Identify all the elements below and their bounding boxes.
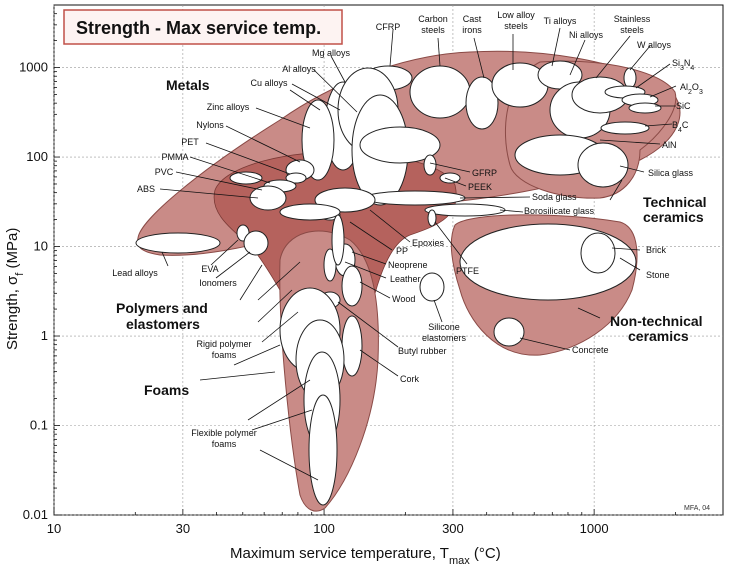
material-label: Carbon steels [418,14,448,35]
material-label: PP [396,246,408,256]
y-axis-title: Strength, σf (MPa) [4,228,26,350]
x-tick-label: 1000 [580,521,609,536]
x-tick-label: 10 [47,521,61,536]
family-label-polymers-2: elastomers [126,316,200,332]
material-label: Neoprene [388,260,428,270]
bubble-cork [342,316,362,376]
material-label: SiC [676,101,691,111]
material-label: PET [181,137,199,147]
bubble-silicone [420,273,444,301]
bubble-polymer-cluster [280,204,340,220]
x-tick-label: 100 [313,521,335,536]
material-label: Butyl rubber [398,346,447,356]
credit-text: MFA, 04 [684,505,710,512]
material-label: Soda glass [532,192,577,202]
y-tick-label: 1000 [19,60,48,75]
bubble-wood-2 [332,215,344,265]
material-label: PTFE [456,266,479,276]
bubble-lead-alloys [136,233,220,253]
material-label: Wood [392,294,415,304]
x-tick-label: 300 [442,521,464,536]
family-label-nontech-2: ceramics [628,328,689,344]
material-label: Mg alloys [312,48,351,58]
material-label: PEEK [468,182,492,192]
material-label: Ti alloys [544,16,577,26]
material-label: Nylons [196,120,224,130]
material-label: ABS [137,184,155,194]
material-label: Brick [646,245,666,255]
bubble-b4c [601,122,649,134]
material-label: PVC [155,167,174,177]
bubble-borosilicate-glass [425,204,505,216]
x-axis-title: Maximum service temperature, Tmax (°C) [230,545,501,566]
bubble-wood [342,266,362,306]
family-label-foams: Foams [144,382,189,398]
bubble-brick [581,233,615,273]
chart-title: Strength - Max service temp. [76,18,321,38]
bubble-peek [440,173,460,183]
bubble-soda-glass [365,191,465,205]
family-label-nontech-1: Non-technical [610,313,703,329]
family-label-metals: Metals [166,77,210,93]
bubble-w-alloys [624,68,636,88]
material-label: Cast irons [462,14,482,35]
material-label: W alloys [637,40,672,50]
material-label: Borosilicate glass [524,206,595,216]
bubble-silica-glass [578,143,628,187]
y-tick-label: 0.01 [23,507,48,522]
y-tick-label: 0.1 [30,418,48,433]
material-label: Zinc alloys [207,102,250,112]
material-label: AlN [662,140,677,150]
x-tick-label: 30 [176,521,190,536]
bubble-ptfe [428,210,436,226]
material-label: GFRP [472,168,497,178]
bubble-sic [629,103,661,113]
bubble-concrete [494,318,524,346]
y-tick-label: 10 [34,239,48,254]
bubble-ionomers [244,231,268,255]
bubble-flexible-foam-2 [309,395,337,505]
material-label: Ionomers [199,278,237,288]
family-label-polymers-1: Polymers and [116,300,208,316]
material-label: Silica glass [648,168,694,178]
material-label: EVA [201,264,218,274]
material-label: Ni alloys [569,30,604,40]
material-label: Stone [646,270,670,280]
material-label: Cork [400,374,420,384]
material-label: PMMA [162,152,189,162]
bubble-gfrp [424,155,436,175]
family-label-technical-2: ceramics [643,209,704,225]
material-label: Lead alloys [112,268,158,278]
y-tick-label: 1 [41,328,48,343]
material-label: Epoxies [412,238,445,248]
material-label: Leather [390,274,421,284]
family-label-technical-1: Technical [643,194,707,210]
bubble-pmma [230,172,262,184]
material-label: Cu alloys [250,78,288,88]
material-label: Concrete [572,345,609,355]
material-label: Al alloys [282,64,316,74]
material-label: CFRP [376,22,401,32]
y-tick-label: 100 [26,149,48,164]
bubble-carbon-steels [410,66,470,118]
